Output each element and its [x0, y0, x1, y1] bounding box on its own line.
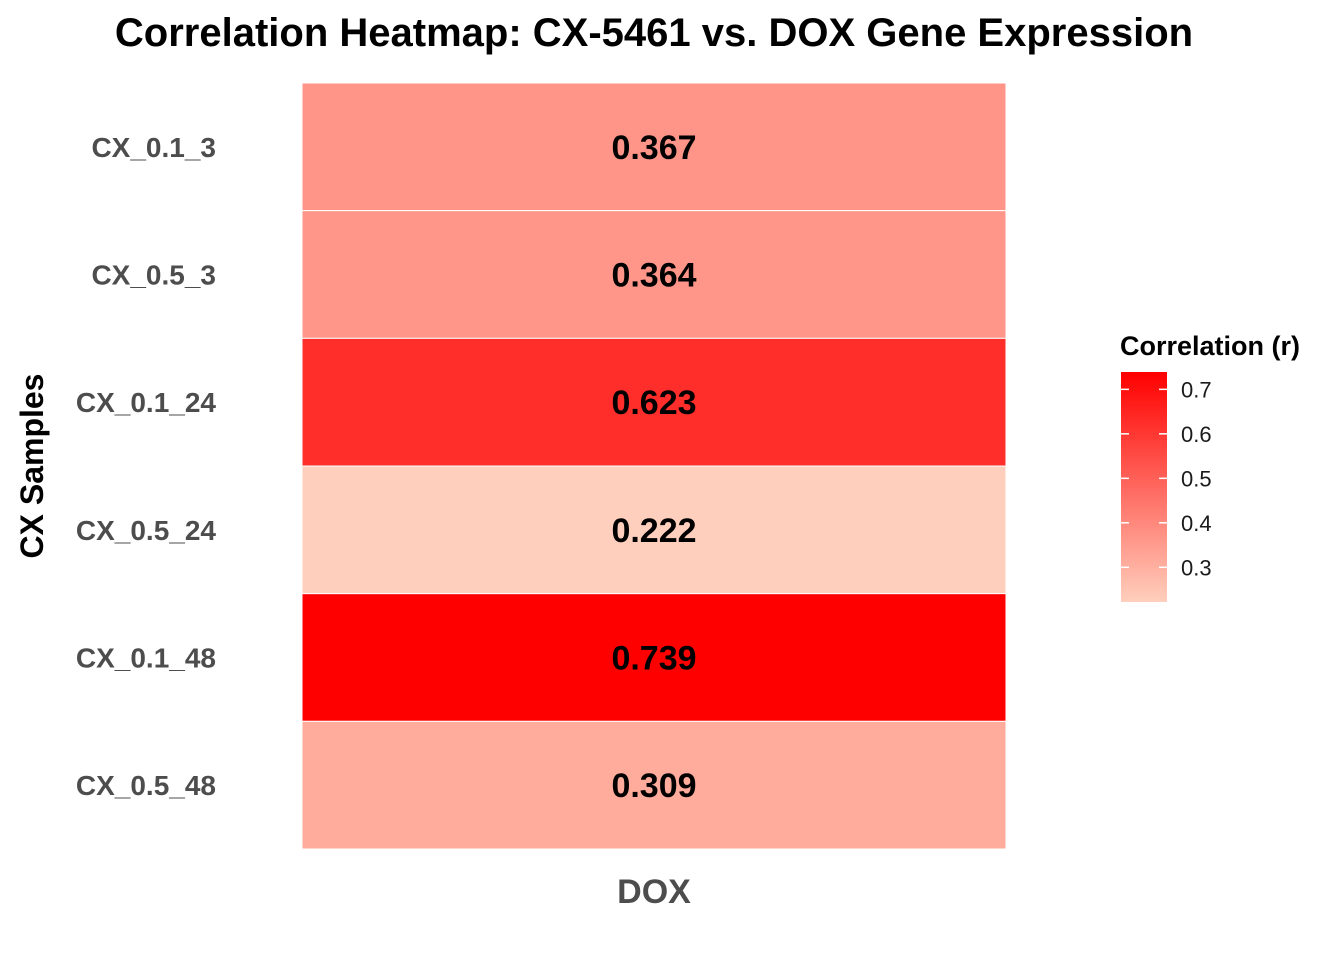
cell-value-label: 0.309 — [611, 767, 696, 805]
legend-colorbar — [1121, 372, 1167, 602]
cell-value-label: 0.364 — [611, 257, 696, 295]
y-tick-labels: CX_0.1_3 CX_0.5_3 CX_0.1_24 CX_0.5_24 CX_0.1… — [76, 132, 217, 801]
heatmap-cell — [301, 465, 1007, 595]
cell-value-label: 0.367 — [611, 129, 696, 167]
cell-value-label: 0.623 — [611, 384, 696, 422]
heatmap-cell — [301, 720, 1007, 850]
x-tick-labels: DOX — [617, 873, 691, 911]
cell-value-label: 0.222 — [611, 512, 696, 550]
heatmap-cell — [301, 82, 1007, 212]
x-tick-label: DOX — [617, 873, 691, 911]
heatmap-cell — [301, 593, 1007, 722]
cell-value-label: 0.739 — [611, 640, 696, 678]
color-legend: Correlation (r) 0.3 0.4 0.5 0.6 0.7 — [1120, 331, 1300, 602]
heatmap-cells: 0.367 0.364 0.623 0.222 0.739 0.309 — [301, 82, 1007, 850]
heatmap-cell — [301, 337, 1007, 467]
legend-ticks: 0.3 0.4 0.5 0.6 0.7 — [1121, 377, 1212, 580]
y-tick-label: CX_0.1_24 — [76, 387, 217, 418]
heatmap-cell — [301, 210, 1007, 339]
chart-title: Correlation Heatmap: CX-5461 vs. DOX Gen… — [115, 11, 1193, 55]
legend-tick-label: 0.6 — [1181, 422, 1212, 447]
y-tick-label: CX_0.5_3 — [91, 260, 216, 291]
y-tick-label: CX_0.1_48 — [76, 643, 216, 674]
y-tick-label: CX_0.5_48 — [76, 770, 216, 801]
legend-tick-label: 0.4 — [1181, 511, 1212, 536]
legend-title: Correlation (r) — [1120, 331, 1300, 361]
y-tick-label: CX_0.5_24 — [76, 515, 217, 546]
legend-tick-label: 0.7 — [1181, 377, 1212, 402]
legend-tick-label: 0.3 — [1181, 555, 1212, 580]
y-axis-title: CX Samples — [14, 374, 50, 559]
legend-tick-label: 0.5 — [1181, 466, 1212, 491]
y-tick-label: CX_0.1_3 — [91, 132, 216, 163]
